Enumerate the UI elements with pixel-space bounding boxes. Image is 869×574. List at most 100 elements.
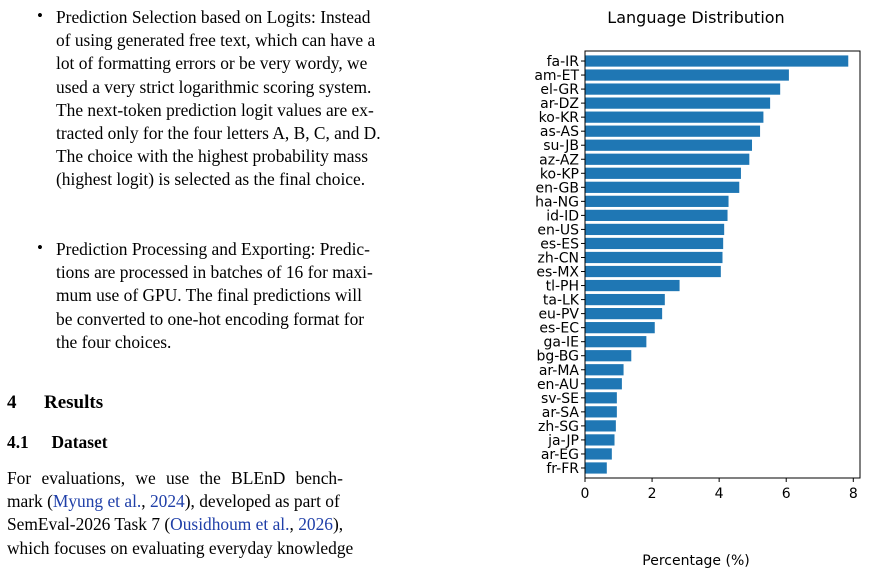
- chart-svg: Language Distribution fa-IRam-ETel-GRar-…: [534, 8, 861, 569]
- section-heading: 4 Results: [7, 392, 103, 414]
- y-tick-label-tl-PH: tl-PH: [546, 279, 579, 295]
- bar-ko-KP: [585, 167, 741, 179]
- dataset-paragraph: For evaluations, we use the BLEnD bench-…: [7, 467, 447, 560]
- y-tick-label-bg-BG: bg-BG: [536, 349, 579, 365]
- y-tick-label-ko-KP: ko-KP: [540, 166, 579, 182]
- bar-tl-PH: [585, 279, 680, 292]
- bar-zh-CN: [585, 251, 723, 264]
- x-ticks: 0 2 4 6 8: [581, 478, 858, 502]
- subsection-heading: 4.1 Dataset: [7, 432, 108, 453]
- bar-ga-IE: [585, 336, 647, 348]
- bar-id-ID: [585, 209, 728, 221]
- bullet2-line-5: the four choices.: [56, 331, 172, 352]
- bar-ta-LK: [585, 293, 665, 306]
- bullet-marker-2: •: [37, 238, 43, 257]
- bullet2-line-2: tions are processed in batches of 16 for…: [56, 262, 373, 283]
- x-tick-label-0: 0: [581, 486, 590, 502]
- text-column: • Prediction Selection based on Logits: …: [7, 6, 447, 560]
- bullet1-line-5: The next-token prediction logit values a…: [56, 99, 374, 120]
- y-tick-label-zh-CN: zh-CN: [537, 250, 579, 266]
- bar-es-MX: [585, 265, 721, 278]
- y-tick-label-ga-IE: ga-IE: [544, 335, 580, 351]
- bar-su-JB: [585, 139, 753, 151]
- bar-fr-FR: [585, 462, 607, 474]
- y-tick-label-fa-IR: fa-IR: [547, 54, 580, 70]
- bar-sv-SE: [585, 392, 617, 404]
- y-tick-label-sv-SE: sv-SE: [541, 391, 579, 407]
- para-text: mark (: [7, 491, 53, 512]
- citation-link-ousidhoum[interactable]: Ousidhoum et al.: [170, 514, 290, 535]
- bullet2-line-4: be converted to one-hot encoding format …: [56, 308, 365, 329]
- bar-en-AU: [585, 378, 622, 390]
- bullet1-line-7: The choice with the highest probability …: [56, 146, 368, 167]
- chart-title: Language Distribution: [607, 8, 784, 27]
- para-line-1: For evaluations, we use the BLEnD bench-: [7, 468, 343, 488]
- bullet-prediction-selection: Prediction Selection based on Logits: In…: [56, 6, 446, 192]
- bar-az-AZ: [585, 153, 750, 165]
- y-tick-label-en-AU: en-AU: [537, 377, 579, 393]
- bar-eu-PV: [585, 308, 663, 320]
- y-tick-label-ar-EG: ar-EG: [541, 447, 579, 463]
- y-tick-label-es-EC: es-EC: [539, 321, 579, 337]
- y-tick-labels: fa-IRam-ETel-GRar-DZko-KRas-ASsu-JBaz-AZ…: [534, 54, 585, 477]
- y-tick-label-zh-SG: zh-SG: [538, 419, 579, 435]
- y-tick-label-az-AZ: az-AZ: [539, 152, 579, 168]
- bar-ha-NG: [585, 195, 729, 207]
- y-tick-label-en-GB: en-GB: [535, 180, 579, 196]
- bullet1-line-3: lot of formatting errors or be very word…: [56, 53, 368, 74]
- para-text: ,: [289, 514, 299, 535]
- y-tick-label-ja-JP: ja-JP: [547, 433, 579, 449]
- y-tick-label-ha-NG: ha-NG: [535, 194, 579, 210]
- y-tick-label-id-ID: id-ID: [546, 208, 579, 224]
- bullet2-line-1: Prediction Processing and Exporting: Pre…: [56, 239, 370, 259]
- bar-ko-KR: [585, 111, 764, 123]
- x-tick-label-4: 4: [715, 486, 724, 502]
- y-tick-label-su-JB: su-JB: [543, 138, 579, 154]
- bar-el-GR: [585, 83, 781, 95]
- bar-am-ET: [585, 69, 789, 81]
- bullet1-line-6: tracted only for the four letters A, B, …: [56, 123, 381, 144]
- bullet1-line-2: of using generated free text, which can …: [56, 30, 376, 51]
- bullet1-line-4: used a very strict logarithmic scoring s…: [56, 76, 372, 97]
- bar-ja-JP: [585, 434, 615, 446]
- bar-zh-SG: [585, 420, 616, 432]
- y-tick-label-fr-FR: fr-FR: [546, 461, 579, 477]
- subsection-number: 4.1: [7, 432, 29, 452]
- bar-es-ES: [585, 237, 724, 250]
- x-tick-label-8: 8: [849, 486, 858, 502]
- citation-link-myung[interactable]: Myung et al.: [52, 491, 142, 512]
- bar-ar-MA: [585, 364, 624, 376]
- bullet-prediction-processing: Prediction Processing and Exporting: Pre…: [56, 238, 446, 354]
- para-line-3: SemEval-2026 Task 7 (Ousidhoum et al., 2…: [7, 513, 447, 536]
- y-tick-label-el-GR: el-GR: [540, 82, 579, 98]
- para-text: SemEval-2026 Task 7 (: [7, 514, 171, 535]
- language-distribution-chart: Language Distribution fa-IR am-ET el-GR ar-…: [490, 0, 869, 574]
- bullet2-line-3: mum use of GPU. The final predictions wi…: [56, 285, 362, 306]
- para-line-2: mark (Myung et al., 2024), developed as …: [7, 490, 447, 513]
- bar-ar-SA: [585, 406, 617, 418]
- section-title: Results: [44, 392, 104, 413]
- bullet1-line-1: Prediction Selection based on Logits: In…: [56, 7, 371, 27]
- y-tick-label-ko-KR: ko-KR: [539, 110, 580, 126]
- bar-ar-EG: [585, 448, 612, 460]
- bar-en-GB: [585, 181, 740, 193]
- para-text: ), developed as part of: [184, 491, 340, 512]
- y-tick-label-ta-LK: ta-LK: [543, 293, 580, 309]
- y-tick-label-ar-MA: ar-MA: [539, 363, 580, 379]
- bullet1-line-8: (highest logit) is selected as the final…: [56, 169, 366, 190]
- para-text: ,: [141, 491, 150, 512]
- y-tick-label-en-US: en-US: [537, 222, 579, 238]
- bar-bg-BG: [585, 350, 632, 362]
- y-tick-label-eu-PV: eu-PV: [538, 307, 579, 323]
- axes-frame: [584, 50, 861, 479]
- x-tick-label-2: 2: [648, 486, 657, 502]
- bar-fa-IR: [585, 55, 849, 67]
- y-tick-label-as-AS: as-AS: [540, 124, 579, 140]
- subsection-title: Dataset: [51, 432, 108, 452]
- y-tick-label-am-ET: am-ET: [534, 68, 579, 84]
- para-text: ),: [332, 514, 344, 535]
- citation-year-2026[interactable]: 2026: [298, 514, 333, 535]
- citation-year-2024[interactable]: 2024: [149, 491, 185, 512]
- x-axis-label: Percentage (%): [642, 553, 749, 569]
- para-line-4: which focuses on evaluating everyday kno…: [7, 537, 354, 558]
